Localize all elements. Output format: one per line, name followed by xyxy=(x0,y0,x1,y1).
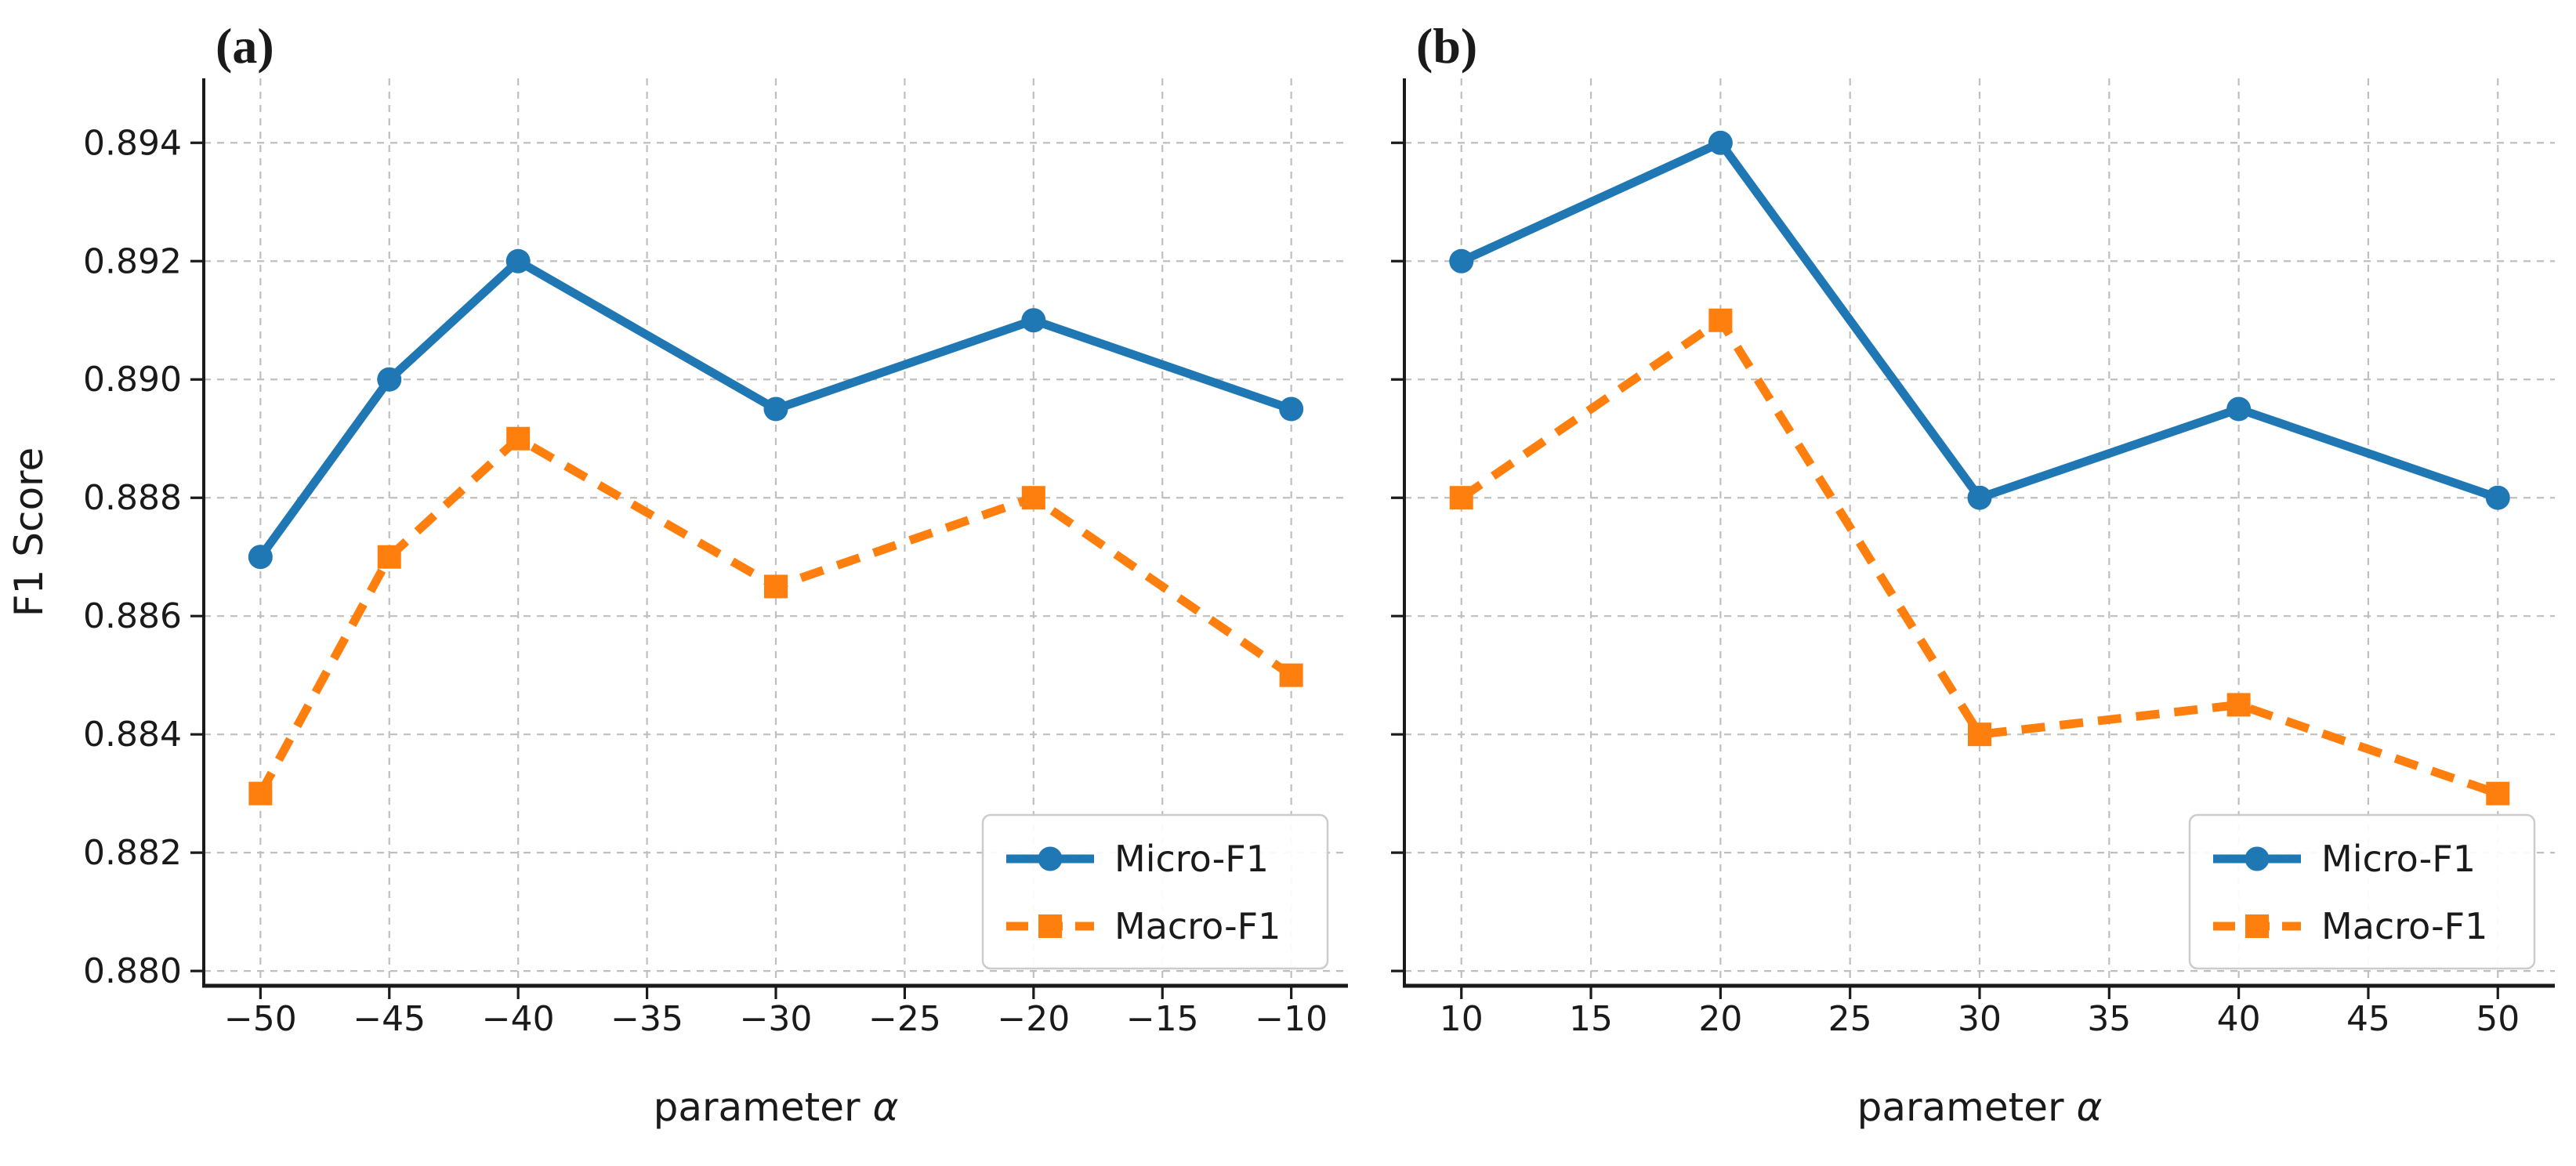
legend-label: Macro-F1 xyxy=(1114,905,1281,947)
data-marker-square xyxy=(1279,663,1303,687)
data-marker-square xyxy=(764,574,788,599)
x-tick-label: 45 xyxy=(2346,999,2390,1039)
y-tick-label: 0.882 xyxy=(83,833,182,873)
x-tick-label: 30 xyxy=(1958,999,2002,1039)
data-marker-square xyxy=(1708,308,1733,332)
x-tick-label: 40 xyxy=(2217,999,2261,1039)
legend-marker-circle xyxy=(1038,846,1063,871)
x-tick-label: −50 xyxy=(224,999,297,1039)
x-axis-label: parameter α xyxy=(654,1085,899,1130)
y-tick-label: 0.884 xyxy=(83,715,182,755)
x-tick-label: −15 xyxy=(1126,999,1199,1039)
data-marker-square xyxy=(1449,486,1473,510)
y-tick-label: 0.888 xyxy=(83,478,182,518)
data-marker-circle xyxy=(2485,485,2510,510)
legend-label: Macro-F1 xyxy=(2321,905,2487,947)
y-tick-label: 0.886 xyxy=(83,596,182,636)
x-tick-label: 20 xyxy=(1698,999,1742,1039)
x-tick-label: 25 xyxy=(1828,999,1872,1039)
x-tick-label: −30 xyxy=(740,999,813,1039)
data-marker-circle xyxy=(1449,248,1474,273)
panel-b: 10 15 20 25 30 35 40 45 50 Micro-F1 Macro-F1 (b) par… xyxy=(1391,18,2555,1130)
y-tick-label: 0.894 xyxy=(83,123,182,163)
series-line-macro-f1 xyxy=(256,434,1294,796)
legend-box xyxy=(2188,813,2536,970)
legend-marker-circle xyxy=(2244,846,2270,871)
data-marker-square xyxy=(506,426,531,451)
data-marker-circle xyxy=(1021,308,1046,333)
data-marker-circle xyxy=(377,367,402,392)
legend-label: Micro-F1 xyxy=(2321,838,2476,880)
x-tick-label: 15 xyxy=(1569,999,1613,1039)
data-marker-square xyxy=(1968,722,1991,747)
panel-a: −50 −45 −40 −35 −30 −25 −20 −15 −10 0.880 0.882 0.8… xyxy=(6,18,1348,1130)
legend-marker-square xyxy=(1038,914,1062,938)
x-tick-label: −10 xyxy=(1255,999,1328,1039)
data-marker-square xyxy=(248,781,273,806)
data-marker-square xyxy=(2226,693,2251,717)
y-tick-label: 0.892 xyxy=(83,241,182,281)
series-line-macro-f1 xyxy=(1458,316,2500,798)
panel-title: (b) xyxy=(1416,18,1477,74)
x-tick-label: −25 xyxy=(868,999,941,1039)
x-tick-label: 35 xyxy=(2087,999,2131,1039)
x-tick-label: −45 xyxy=(353,999,426,1039)
legend-label: Micro-F1 xyxy=(1114,838,1269,880)
x-tick-label: −35 xyxy=(610,999,683,1039)
legend-box xyxy=(981,813,1329,970)
data-marker-square xyxy=(377,545,401,569)
y-tick-label: 0.890 xyxy=(83,360,182,400)
data-marker-circle xyxy=(2226,397,2252,422)
data-marker-square xyxy=(1021,486,1045,510)
x-tick-label: −40 xyxy=(482,999,555,1039)
x-tick-label: 10 xyxy=(1440,999,1484,1039)
legend-marker-square xyxy=(2245,914,2269,938)
data-marker-circle xyxy=(248,545,273,570)
data-marker-circle xyxy=(1279,397,1304,422)
x-tick-label: 50 xyxy=(2476,999,2520,1039)
panel-title: (a) xyxy=(216,18,274,74)
series-line-micro-f1 xyxy=(256,256,1293,559)
data-marker-circle xyxy=(1708,130,1733,155)
data-marker-circle xyxy=(763,397,788,422)
x-tick-label: −20 xyxy=(997,999,1070,1039)
y-axis-label: F1 Score xyxy=(6,447,52,617)
data-marker-square xyxy=(2486,781,2510,806)
data-marker-circle xyxy=(1967,485,1992,510)
data-marker-circle xyxy=(505,248,531,273)
y-tick-label: 0.880 xyxy=(83,951,182,991)
x-axis-label: parameter α xyxy=(1857,1085,2103,1130)
